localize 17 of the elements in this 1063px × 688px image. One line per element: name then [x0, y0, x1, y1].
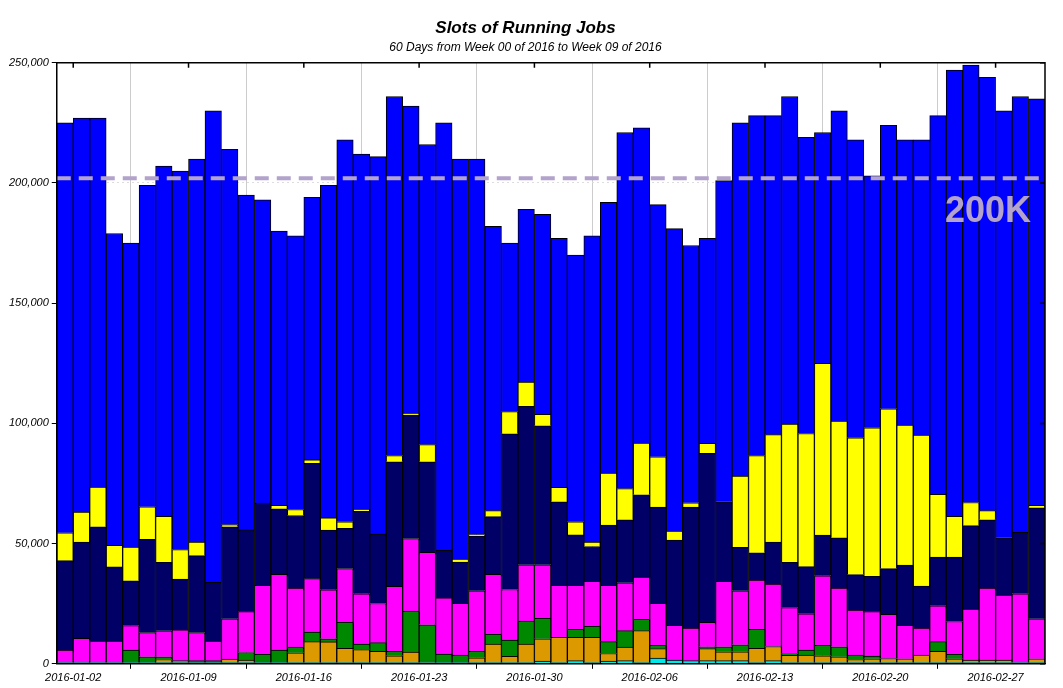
x-tick-label: 2016-02-27: [966, 671, 1025, 684]
y-tick-label: 250,000: [8, 55, 50, 68]
x-tick-label: 2016-01-23: [389, 671, 449, 684]
y-tick-label: 0: [42, 656, 50, 669]
x-tick-label: 2016-02-13: [735, 671, 795, 684]
x-tick-label: 2016-02-06: [620, 671, 679, 684]
y-tick-label: 150,000: [9, 296, 50, 309]
x-tick-label: 2016-01-30: [505, 671, 564, 684]
y-tick-label: 100,000: [9, 416, 50, 429]
chart-subtitle: 60 Days from Week 00 of 2016 to Week 09 of 2016: [389, 39, 663, 54]
x-tick-label: 2016-02-20: [851, 671, 910, 684]
x-tick-label: 2016-01-09: [159, 671, 217, 684]
y-tick-label: 50,000: [15, 536, 50, 549]
x-tick-label: 2016-01-16: [274, 671, 333, 684]
chart-title: Slots of Running Jobs: [435, 17, 616, 37]
x-tick-label: 2016-01-02: [44, 671, 102, 684]
y-tick-label: 200,000: [8, 176, 50, 189]
